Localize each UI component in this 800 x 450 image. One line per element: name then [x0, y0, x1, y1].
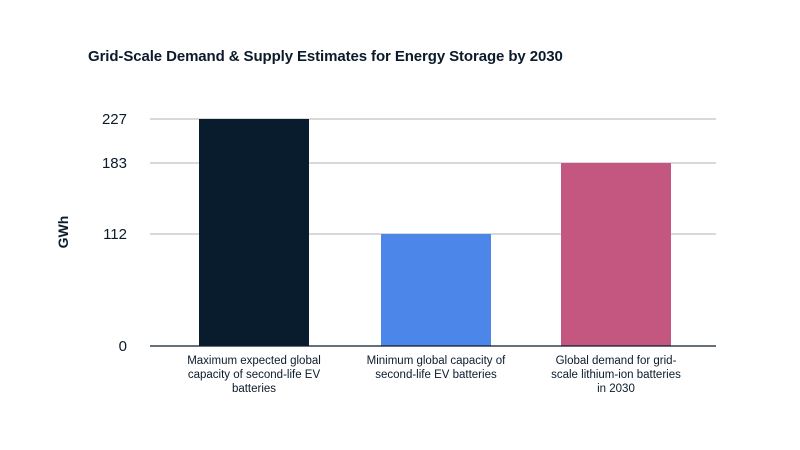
- x-category-label: Minimum global capacity of second-life E…: [366, 355, 506, 381]
- y-tick-label: 227: [102, 111, 127, 128]
- y-tick-label: 0: [119, 338, 127, 355]
- chart-title: Grid-Scale Demand & Supply Estimates for…: [88, 48, 563, 65]
- y-tick-label: 112: [103, 226, 127, 243]
- bar-3: [561, 163, 671, 346]
- y-tick-label: 183: [102, 155, 127, 172]
- x-category-label: Global demand for grid- scale lithium-io…: [551, 355, 681, 395]
- y-axis-label: GWh: [55, 216, 71, 249]
- bar-2: [381, 234, 491, 346]
- x-category-label: Maximum expected global capacity of seco…: [187, 355, 321, 395]
- bars: [199, 119, 671, 346]
- bar-1: [199, 119, 309, 346]
- y-tick-labels: 0 112 183 227: [102, 111, 127, 355]
